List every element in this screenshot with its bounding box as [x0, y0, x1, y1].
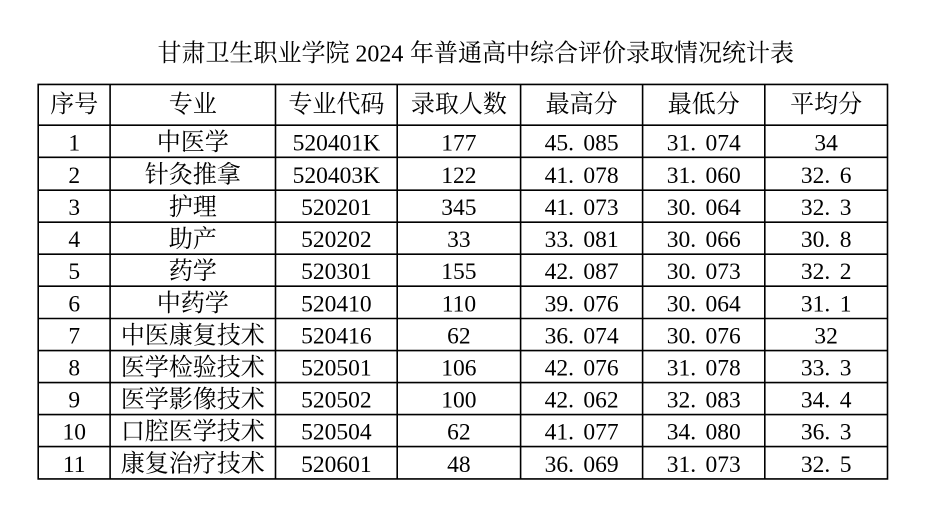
svg-text:106: 106	[441, 356, 477, 382]
svg-text:31.: 31.	[667, 130, 696, 156]
svg-text:4: 4	[68, 227, 80, 253]
svg-text:069: 069	[583, 452, 618, 478]
svg-text:33.: 33.	[545, 227, 574, 253]
svg-text:060: 060	[706, 163, 741, 189]
svg-text:42.: 42.	[545, 259, 574, 285]
svg-text:076: 076	[706, 324, 742, 350]
svg-text:076: 076	[583, 291, 619, 317]
svg-text:62: 62	[447, 324, 471, 350]
svg-text:34.: 34.	[667, 420, 696, 446]
svg-text:31.: 31.	[667, 356, 696, 382]
svg-text:6: 6	[68, 291, 80, 317]
svg-text:31.: 31.	[667, 163, 696, 189]
svg-text:2: 2	[840, 259, 852, 285]
svg-text:4: 4	[840, 388, 852, 414]
svg-text:177: 177	[441, 130, 477, 156]
svg-text:30.: 30.	[667, 227, 696, 253]
svg-text:30.: 30.	[667, 291, 696, 317]
svg-text:520601: 520601	[301, 452, 372, 478]
svg-text:32.: 32.	[801, 195, 830, 221]
svg-text:073: 073	[706, 259, 741, 285]
svg-text:32.: 32.	[801, 163, 830, 189]
svg-text:34: 34	[814, 130, 838, 156]
svg-text:3: 3	[840, 356, 852, 382]
svg-text:9: 9	[68, 388, 80, 414]
svg-text:520301: 520301	[301, 259, 372, 285]
svg-text:520201: 520201	[301, 195, 372, 221]
svg-text:34.: 34.	[801, 388, 830, 414]
svg-text:41.: 41.	[545, 163, 574, 189]
svg-text:520501: 520501	[301, 356, 372, 382]
svg-text:081: 081	[583, 227, 618, 253]
svg-text:062: 062	[583, 388, 618, 414]
svg-text:083: 083	[706, 388, 741, 414]
svg-text:520401K: 520401K	[293, 130, 381, 156]
svg-text:5: 5	[68, 259, 80, 285]
svg-text:073: 073	[583, 195, 618, 221]
svg-text:31.: 31.	[667, 452, 696, 478]
svg-text:2024: 2024	[355, 41, 403, 67]
svg-text:30.: 30.	[667, 324, 696, 350]
svg-text:122: 122	[441, 163, 476, 189]
svg-text:36.: 36.	[801, 420, 830, 446]
svg-text:41.: 41.	[545, 420, 574, 446]
svg-text:1: 1	[840, 291, 852, 317]
svg-text:31.: 31.	[801, 291, 830, 317]
svg-text:39.: 39.	[545, 291, 574, 317]
svg-text:32.: 32.	[801, 259, 830, 285]
svg-text:30.: 30.	[667, 259, 696, 285]
svg-text:7: 7	[68, 324, 80, 350]
svg-text:10: 10	[62, 420, 86, 446]
svg-text:5: 5	[840, 452, 852, 478]
svg-text:6: 6	[840, 163, 852, 189]
svg-text:064: 064	[706, 291, 742, 317]
svg-text:074: 074	[583, 324, 619, 350]
svg-text:100: 100	[441, 388, 476, 414]
svg-text:33.: 33.	[801, 356, 830, 382]
svg-text:3: 3	[68, 195, 80, 221]
svg-text:36.: 36.	[545, 324, 574, 350]
svg-text:30.: 30.	[801, 227, 830, 253]
svg-text:62: 62	[447, 420, 471, 446]
svg-text:076: 076	[583, 356, 619, 382]
svg-text:32.: 32.	[801, 452, 830, 478]
svg-text:520403K: 520403K	[293, 163, 381, 189]
svg-text:11: 11	[63, 452, 86, 478]
svg-text:064: 064	[706, 195, 742, 221]
svg-text:345: 345	[441, 195, 476, 221]
svg-text:32: 32	[814, 324, 838, 350]
svg-text:1: 1	[68, 130, 80, 156]
svg-text:078: 078	[706, 356, 741, 382]
svg-text:3: 3	[840, 420, 852, 446]
svg-text:078: 078	[583, 163, 618, 189]
svg-text:077: 077	[583, 420, 619, 446]
svg-text:074: 074	[706, 130, 742, 156]
svg-text:2: 2	[68, 163, 80, 189]
svg-text:41.: 41.	[545, 195, 574, 221]
svg-text:087: 087	[583, 259, 619, 285]
svg-text:520202: 520202	[301, 227, 372, 253]
svg-text:066: 066	[706, 227, 742, 253]
svg-text:42.: 42.	[545, 356, 574, 382]
svg-text:45.: 45.	[545, 130, 574, 156]
svg-text:085: 085	[583, 130, 618, 156]
svg-text:520410: 520410	[301, 291, 372, 317]
svg-text:36.: 36.	[545, 452, 574, 478]
svg-text:155: 155	[441, 259, 476, 285]
svg-text:8: 8	[68, 356, 80, 382]
svg-text:520502: 520502	[301, 388, 372, 414]
svg-text:080: 080	[706, 420, 741, 446]
svg-text:33: 33	[447, 227, 471, 253]
svg-text:42.: 42.	[545, 388, 574, 414]
svg-text:32.: 32.	[667, 388, 696, 414]
svg-text:520416: 520416	[301, 324, 372, 350]
svg-text:3: 3	[840, 195, 852, 221]
svg-text:073: 073	[706, 452, 741, 478]
svg-text:8: 8	[840, 227, 852, 253]
svg-text:110: 110	[442, 291, 476, 317]
svg-text:30.: 30.	[667, 195, 696, 221]
svg-text:48: 48	[447, 452, 471, 478]
svg-text:520504: 520504	[301, 420, 372, 446]
